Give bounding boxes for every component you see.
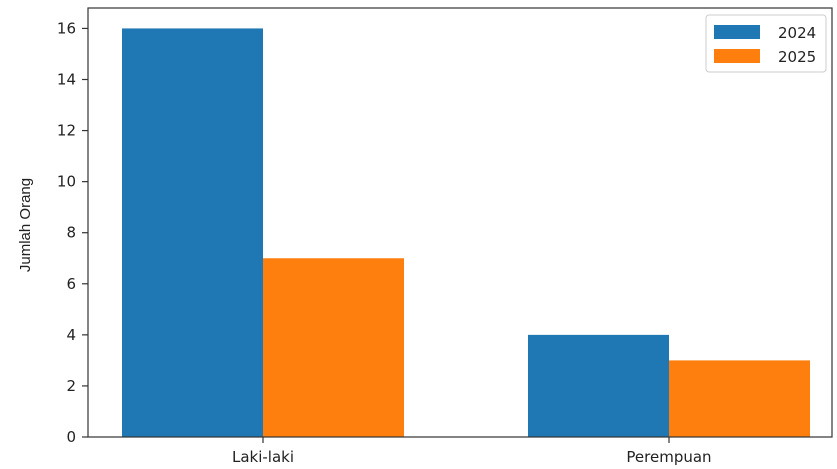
legend-swatch-2024 [714,25,760,39]
axes-layer: 0 2 4 6 8 10 12 14 16 Laki-laki Perempuan [57,7,833,466]
y-tick-label: 2 [66,377,76,395]
bar-2024-laki-laki [122,28,263,438]
y-tick-label: 8 [66,224,76,242]
y-tick-label: 0 [66,428,76,446]
x-tick-label: Perempuan [626,448,711,466]
legend: 2024 2025 [705,14,827,73]
legend-swatch-2025 [714,49,760,63]
y-tick-label: 4 [66,326,76,344]
bar-2025-laki-laki [263,258,404,437]
plot-frame [87,7,833,438]
y-tick-label: 14 [57,71,76,89]
y-tick-label: 10 [57,173,76,191]
legend-label-2024: 2024 [778,24,816,42]
bar-2024-perempuan [528,334,669,437]
y-axis-title: Jumlah Orang [17,178,34,272]
legend-label-2025: 2025 [778,48,816,66]
x-tick-label: Laki-laki [232,448,294,466]
y-tick-label: 12 [57,122,76,140]
y-tick-label: 6 [66,275,76,293]
bar-2025-perempuan [669,360,810,437]
bars-layer [122,28,810,438]
y-tick-label: 16 [57,19,76,37]
